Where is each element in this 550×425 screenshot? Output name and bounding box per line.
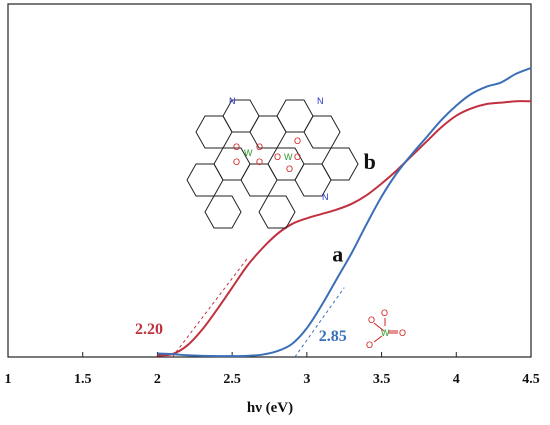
tangent-line-b <box>171 258 248 358</box>
tungstate-right: W O O O O <box>274 136 301 174</box>
x-axis-ticks: 1 1.5 2 2.5 3 3.5 4 4.5 <box>5 352 540 387</box>
x-tick-label: 2.5 <box>223 372 241 387</box>
band-edge-label: 2.85 <box>319 328 347 345</box>
series-line-a <box>157 67 532 358</box>
band-edge-label: 2.20 <box>135 321 163 338</box>
oxygen-atom: O <box>256 157 263 167</box>
tungstate-left: W O O O O <box>233 142 263 167</box>
oxygen-atom: O <box>274 152 281 162</box>
oxygen-atom: O <box>368 315 375 325</box>
oxygen-atom: O <box>399 328 406 338</box>
oxygen-atom: O <box>286 164 293 174</box>
curve-label-b: b <box>364 149 376 174</box>
x-tick-label: 4 <box>453 372 460 387</box>
oxygen-atom: O <box>294 136 301 146</box>
tangent-line-a <box>294 287 345 358</box>
plot-frame <box>7 3 532 358</box>
aromatic-ring-framework <box>186 99 359 229</box>
curve-label-a: a <box>332 242 343 267</box>
x-axis-title: hν (eV) <box>247 400 293 416</box>
chart-labels: b a 2.20 2.85 <box>135 149 376 345</box>
x-tick-label: 1 <box>5 372 12 387</box>
oxygen-atom: O <box>256 142 263 152</box>
x-tick-label: 1.5 <box>74 372 92 387</box>
nitrogen-atom-bottom-right: N <box>322 192 329 202</box>
tangent-lines <box>171 258 345 358</box>
oxygen-atom: O <box>294 152 301 162</box>
nitrogen-atom-top-right: N <box>317 96 324 106</box>
nitrogen-atom-top-left: N <box>229 96 236 106</box>
x-tick-label: 2 <box>154 372 161 387</box>
series-line-b <box>157 100 532 357</box>
molecular-structure-inset: N N N W O O O O W O O O O <box>186 96 359 229</box>
tungsten-atom-right: W <box>284 152 293 162</box>
tungsten-atom-icon: W <box>381 328 390 338</box>
tungsten-atom-left: W <box>244 148 253 158</box>
oxygen-atom: O <box>381 308 388 318</box>
x-tick-label: 3 <box>303 372 310 387</box>
oxygen-atom: O <box>233 157 240 167</box>
x-tick-label: 3.5 <box>373 372 391 387</box>
series-lines <box>157 67 532 358</box>
oxygen-atom: O <box>233 142 240 152</box>
x-tick-label: 4.5 <box>522 372 540 387</box>
tungstate-icon: W O O O O <box>366 308 406 350</box>
oxygen-atom: O <box>366 340 373 350</box>
